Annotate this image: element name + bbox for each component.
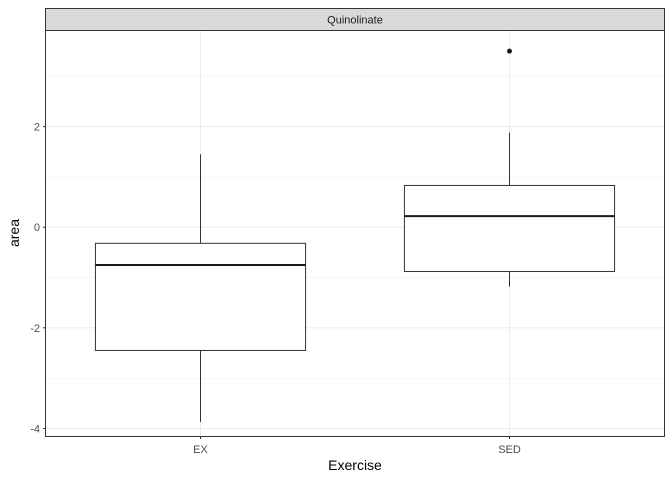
box-sed xyxy=(403,48,616,287)
y-axis-ticks: -4 -2 0 2 xyxy=(30,122,46,435)
x-tick-label: EX xyxy=(193,444,208,456)
y-tick-label: -2 xyxy=(30,323,40,335)
outlier-point xyxy=(507,48,512,54)
x-axis-ticks: EX SED xyxy=(193,436,521,456)
y-tick-label: 0 xyxy=(34,222,40,234)
iqr-box xyxy=(403,184,616,272)
box-ex xyxy=(94,154,307,422)
facet-strip: Quinolinate xyxy=(45,8,665,31)
x-tick-label: SED xyxy=(498,444,521,456)
y-tick-label: -4 xyxy=(30,423,40,435)
strip-background xyxy=(45,8,665,31)
y-tick-label: 2 xyxy=(34,122,40,134)
iqr-box xyxy=(94,242,307,351)
y-axis-title: area xyxy=(6,219,22,247)
boxes xyxy=(94,48,616,422)
strip-label: Quinolinate xyxy=(327,15,383,27)
x-axis-title: Exercise xyxy=(328,457,382,473)
